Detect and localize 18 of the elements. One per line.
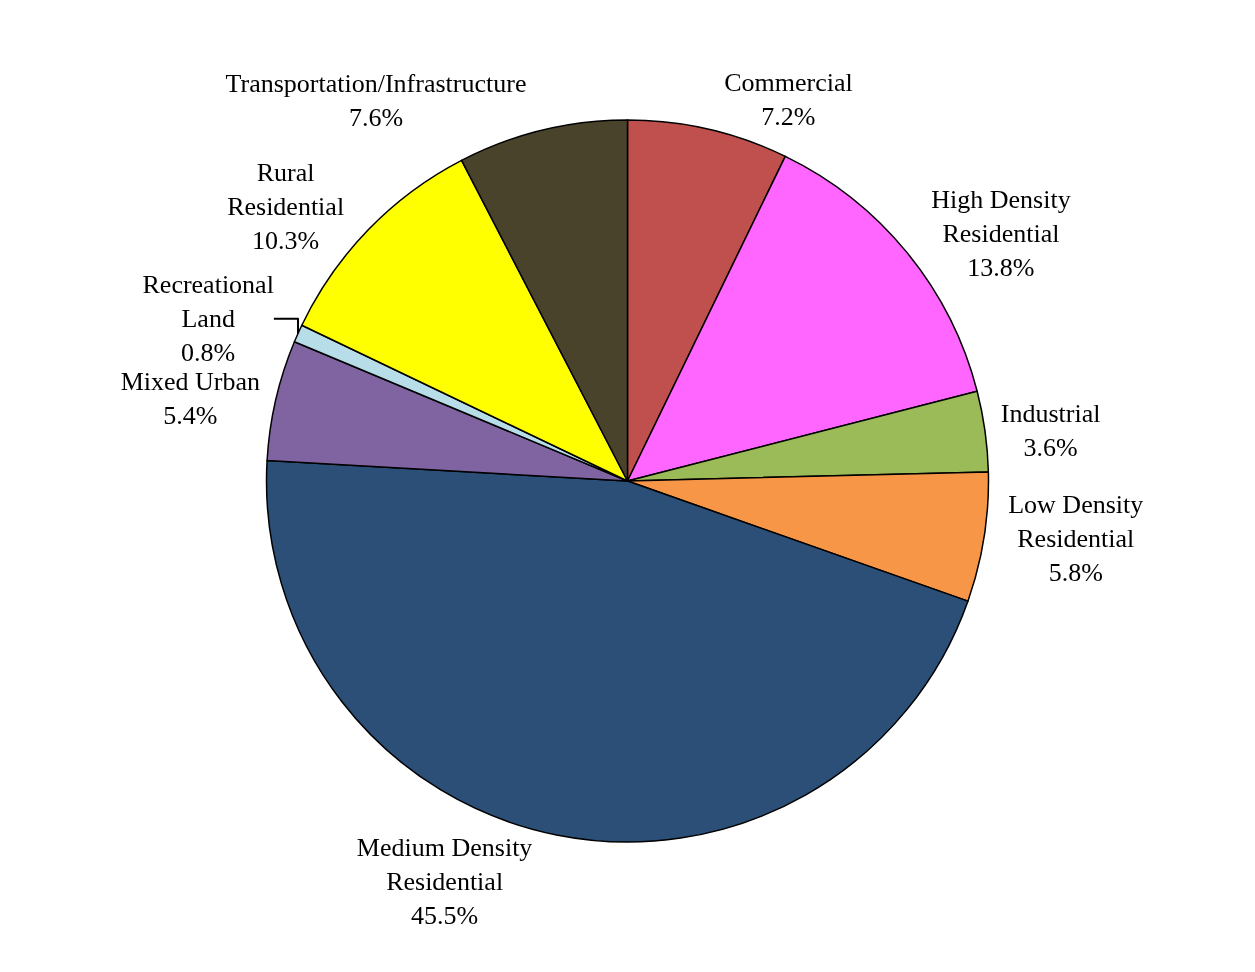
- slice-label: High Density Residential: [931, 185, 1071, 248]
- slice-label: Transportation/Infrastructure: [225, 69, 527, 99]
- data-label: 5.8%: [1048, 557, 1103, 587]
- data-label: 7.6%: [348, 103, 404, 132]
- slice-label: Commercial: [724, 67, 853, 97]
- data-label: 5.4%: [163, 400, 218, 430]
- data-label: 3.6%: [1023, 433, 1078, 463]
- data-label: 13.8%: [967, 252, 1035, 282]
- slice-label: Recreational Land: [142, 270, 274, 334]
- slice-label: Industrial: [1000, 399, 1101, 429]
- data-label: 7.2%: [761, 101, 816, 131]
- slice-label: Rural Residential: [227, 158, 345, 221]
- slice-label: Medium Density Residential: [356, 833, 533, 896]
- slice-label: Mixed Urban: [120, 367, 260, 397]
- data-label: 0.8%: [181, 338, 236, 368]
- slice-label: Low Density Residential: [1008, 490, 1144, 554]
- data-label: 45.5%: [411, 900, 479, 930]
- data-label: 10.3%: [252, 225, 320, 255]
